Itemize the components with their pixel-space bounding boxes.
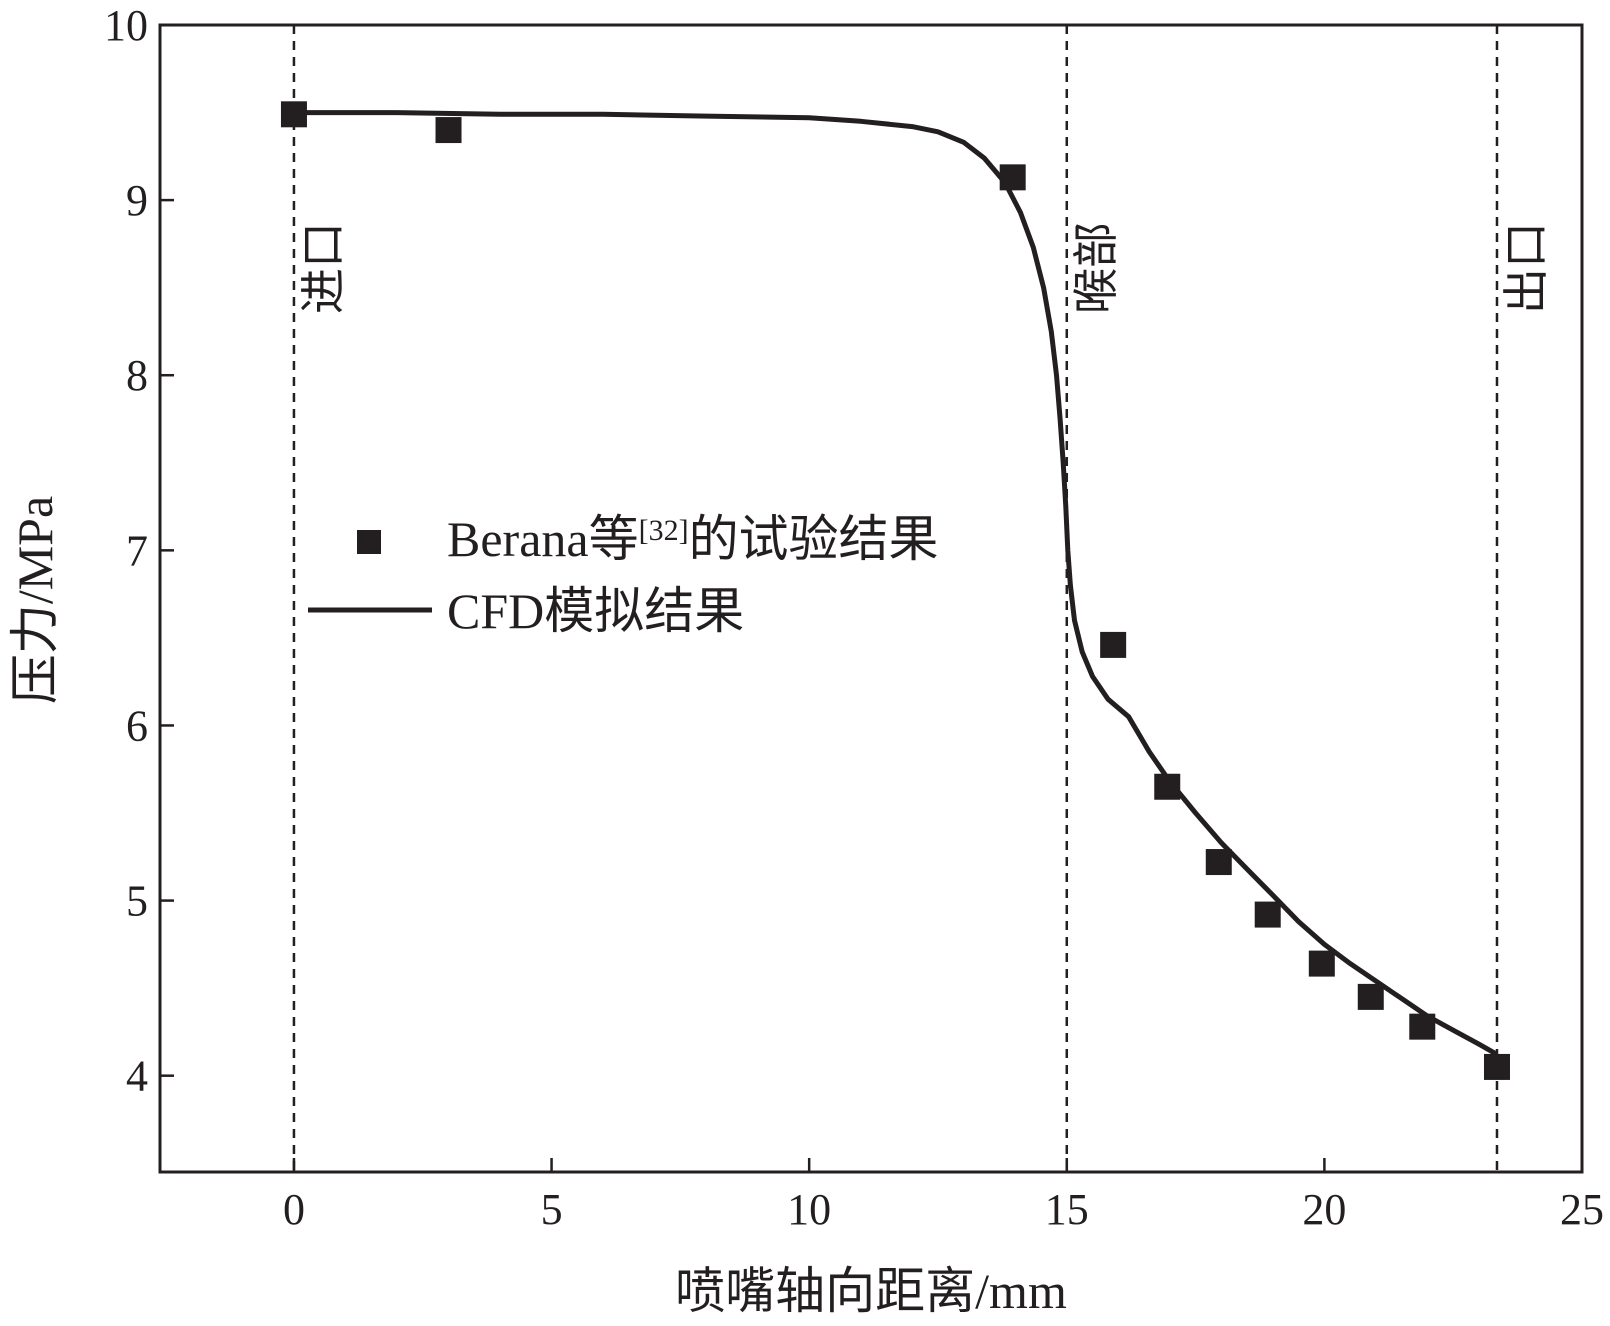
data-point [1154, 773, 1181, 800]
data-point [280, 101, 307, 128]
y-tick-label: 9 [126, 176, 148, 225]
x-tick-label: 0 [283, 1185, 305, 1234]
y-tick-label: 7 [126, 526, 148, 575]
experiment-series [280, 101, 1510, 1080]
x-tick-label: 20 [1302, 1185, 1346, 1234]
data-point [1409, 1013, 1436, 1040]
x-tick-label: 10 [787, 1185, 831, 1234]
y-axis-title: 压力/MPa [7, 496, 63, 704]
cfd-series [291, 110, 1500, 1063]
x-axis-title: 喷嘴轴向距离/mm [675, 1263, 1067, 1319]
y-tick-label: 4 [126, 1052, 148, 1101]
cfd-line [291, 110, 1500, 1063]
data-point [1205, 849, 1232, 876]
legend-marker-experiment [357, 530, 381, 554]
data-point [1357, 983, 1384, 1010]
x-tick-label: 15 [1045, 1185, 1089, 1234]
data-point [999, 164, 1026, 191]
y-tick-label: 8 [126, 351, 148, 400]
y-tick-label: 10 [104, 1, 148, 50]
y-tick-label: 6 [126, 701, 148, 750]
vline-label-1: 喉部 [1071, 222, 1122, 314]
vline-label-0: 进口 [298, 222, 349, 314]
vline-label-2: 出口 [1501, 222, 1552, 314]
data-point [1100, 631, 1127, 658]
legend-label-cfd: CFD模拟结果 [447, 583, 744, 639]
data-point [1308, 950, 1335, 977]
data-point [1254, 901, 1281, 928]
data-point [1483, 1053, 1510, 1080]
legend-label-experiment: Berana等[32]的试验结果 [447, 511, 939, 567]
y-tick-label: 5 [126, 877, 148, 926]
plot-frame [158, 23, 1584, 1174]
data-point [435, 117, 462, 144]
x-tick-label: 25 [1560, 1185, 1604, 1234]
axis-ticks [160, 23, 1584, 1172]
vline-annotations: 进口 喉部 出口 [298, 222, 1552, 314]
axis-tick-labels: 0 5 10 15 20 25 4 5 6 7 8 9 10 [104, 1, 1604, 1234]
x-tick-label: 5 [541, 1185, 563, 1234]
legend: Berana等[32]的试验结果 CFD模拟结果 [308, 511, 939, 639]
